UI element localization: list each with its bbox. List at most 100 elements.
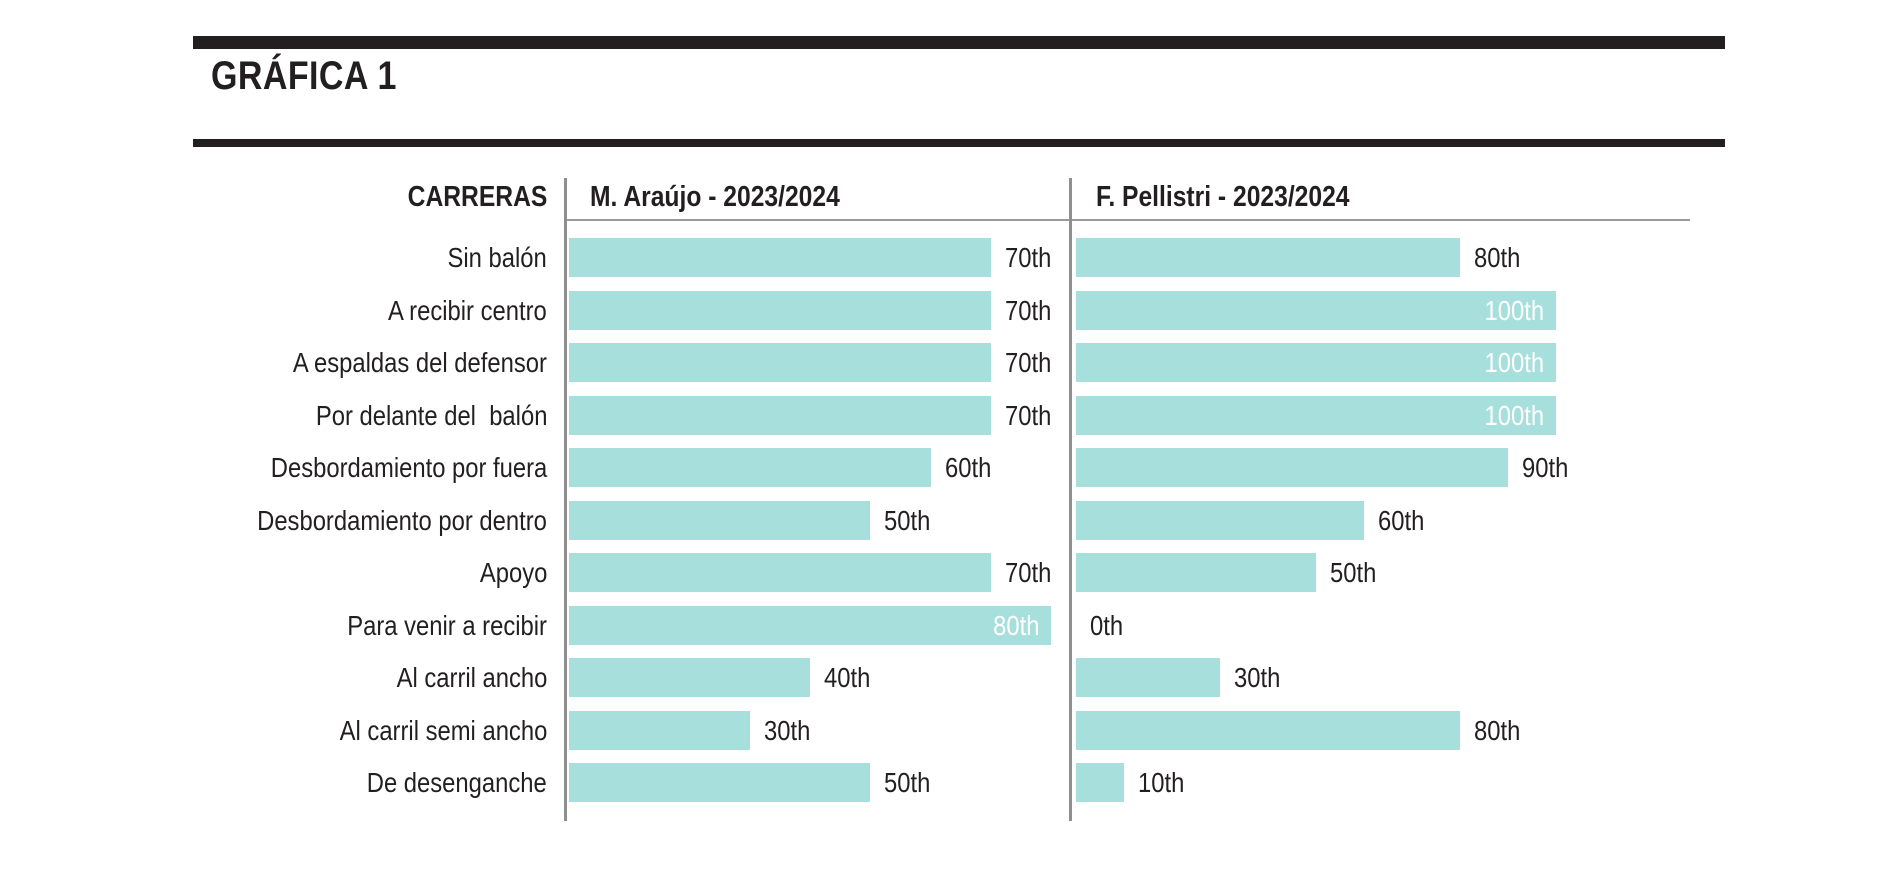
bar-row: 50th	[569, 501, 1051, 540]
bar-row: 90th	[1076, 448, 1568, 487]
category-label-text: A recibir centro	[388, 295, 547, 326]
top-rule	[193, 36, 1725, 49]
bar-row: 60th	[1076, 501, 1556, 540]
column-header-carreras: CARRERAS	[407, 181, 547, 213]
bar-row: 70th	[569, 343, 1051, 382]
percentile-bar	[569, 658, 810, 697]
category-label: De desenganche	[160, 763, 547, 802]
category-label-text: Desbordamiento por dentro	[257, 505, 547, 536]
bar-row: 0th	[1076, 606, 1556, 645]
category-label: Por delante del balón	[160, 396, 547, 435]
bar-row: 70th	[569, 553, 1051, 592]
value-label-text: 100th	[1484, 295, 1544, 326]
value-label: 50th	[884, 763, 939, 802]
percentile-bar	[569, 238, 991, 277]
page-title-text: GRÁFICA 1	[211, 54, 397, 98]
value-label-text: 70th	[1004, 242, 1052, 273]
panel-divider-left	[564, 178, 567, 821]
value-label-text: 60th	[944, 452, 991, 483]
value-label-text: 70th	[1004, 295, 1052, 326]
value-label-text: 50th	[884, 505, 931, 536]
percentile-bar	[1076, 501, 1364, 540]
value-label-text: 80th	[1474, 242, 1521, 273]
page-title: GRÁFICA 1	[211, 54, 430, 99]
category-label-text: Apoyo	[479, 557, 547, 588]
percentile-bar	[1076, 658, 1220, 697]
bar-row: 80th	[1076, 238, 1556, 277]
bar-row: 100th	[1076, 291, 1556, 330]
value-label: 40th	[824, 658, 879, 697]
value-label: 80th	[985, 606, 1039, 645]
bar-row: 30th	[1076, 658, 1556, 697]
value-label: 80th	[1474, 238, 1529, 277]
value-label-text: 70th	[1004, 347, 1052, 378]
percentile-bar	[569, 291, 991, 330]
category-label: A recibir centro	[160, 291, 547, 330]
category-label-text: Al carril ancho	[396, 662, 547, 693]
bar-row: 80th	[1076, 711, 1556, 750]
percentile-bar	[1076, 238, 1460, 277]
value-label-text: 70th	[1004, 557, 1052, 588]
value-label-text: 40th	[824, 662, 871, 693]
percentile-bar	[1076, 711, 1460, 750]
value-label-text: 100th	[1484, 400, 1544, 431]
value-label: 80th	[1474, 711, 1529, 750]
bar-row: 100th	[1076, 343, 1556, 382]
bar-row: 100th	[1076, 396, 1556, 435]
category-label: Al carril ancho	[160, 658, 547, 697]
bar-row: 70th	[569, 238, 1051, 277]
bar-row: 60th	[569, 448, 1051, 487]
category-label-text: De desenganche	[367, 767, 547, 798]
value-label-text: 50th	[1330, 557, 1377, 588]
percentile-bar	[569, 396, 991, 435]
percentile-bar: 80th	[569, 606, 1051, 645]
value-label: 100th	[1474, 343, 1544, 382]
value-label-text: 30th	[763, 715, 811, 746]
value-label: 70th	[1005, 291, 1060, 330]
value-label: 100th	[1474, 396, 1544, 435]
value-label-text: 80th	[1474, 715, 1521, 746]
value-label-text: 30th	[1234, 662, 1281, 693]
percentile-bar	[569, 448, 931, 487]
bar-row: 70th	[569, 396, 1051, 435]
bar-row: 40th	[569, 658, 1051, 697]
category-label: A espaldas del defensor	[160, 343, 547, 382]
value-label: 50th	[1330, 553, 1385, 592]
value-label-text: 100th	[1484, 347, 1544, 378]
percentile-bar: 100th	[1076, 291, 1556, 330]
value-label: 100th	[1474, 291, 1544, 330]
value-label-text: 70th	[1004, 400, 1052, 431]
percentile-bar	[569, 501, 871, 540]
value-label: 0th	[1090, 606, 1129, 645]
value-label-text: 80th	[992, 610, 1039, 641]
column-header-pellistri: F. Pellistri - 2023/2024	[1096, 181, 1350, 213]
value-label: 30th	[764, 711, 819, 750]
bar-row: 80th	[569, 606, 1051, 645]
category-label-text: Al carril semi ancho	[339, 715, 547, 746]
category-labels: Sin balón A recibir centro A espaldas del …	[160, 238, 547, 823]
value-label: 10th	[1138, 763, 1193, 802]
percentile-bar: 100th	[1076, 396, 1556, 435]
category-label-text: Sin balón	[447, 242, 547, 273]
category-label-text: Por delante del balón	[315, 400, 547, 431]
category-label: Desbordamiento por dentro	[160, 501, 547, 540]
percentile-bar	[1076, 553, 1316, 592]
category-label-text: Para venir a recibir	[347, 610, 547, 641]
percentile-bar	[569, 711, 750, 750]
bar-row: 70th	[569, 291, 1051, 330]
category-label-text: A espaldas del defensor	[292, 347, 547, 378]
value-label: 70th	[1005, 396, 1060, 435]
value-label: 90th	[1522, 448, 1577, 487]
percentile-bar	[569, 553, 991, 592]
category-label: Sin balón	[160, 238, 547, 277]
category-label: Desbordamiento por fuera	[160, 448, 547, 487]
category-label: Para venir a recibir	[160, 606, 547, 645]
header-underline	[566, 219, 1690, 221]
value-label: 60th	[945, 448, 1000, 487]
value-label: 50th	[884, 501, 939, 540]
percentile-bar	[1076, 448, 1508, 487]
value-label-text: 60th	[1378, 505, 1425, 536]
bar-row: 30th	[569, 711, 1051, 750]
mid-rule	[193, 139, 1725, 147]
